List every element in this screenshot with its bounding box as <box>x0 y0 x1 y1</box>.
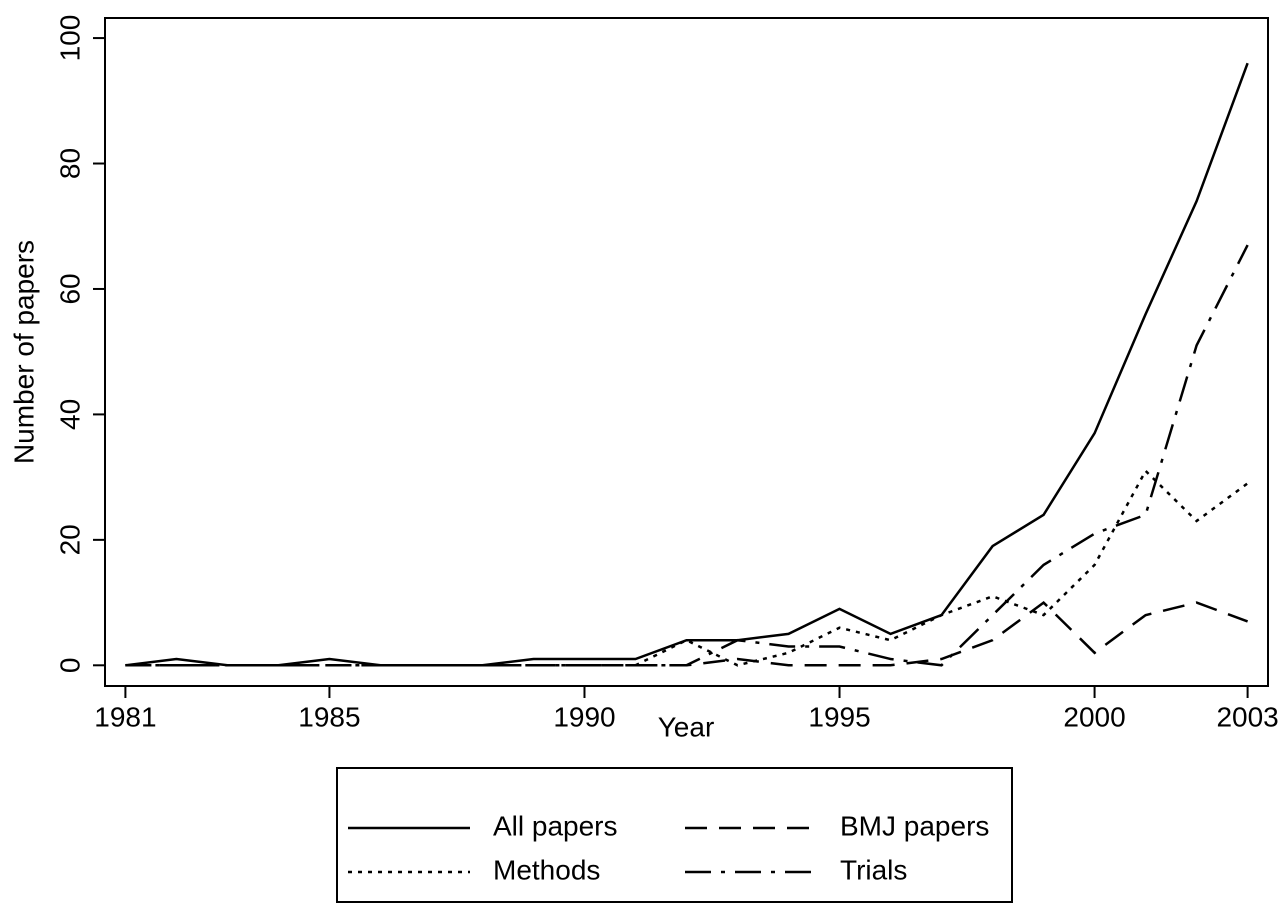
series-line <box>125 468 1249 667</box>
y-tick-label: 20 <box>54 524 85 555</box>
plot-frame <box>104 17 1269 687</box>
x-axis-label: Year <box>658 711 715 742</box>
legend-label: BMJ papers <box>840 810 989 841</box>
x-tick-label: 1985 <box>298 701 360 732</box>
series-line <box>125 244 1249 667</box>
series-line <box>125 62 1249 667</box>
x-tick-label: 1981 <box>94 701 156 732</box>
y-tick-label: 100 <box>54 15 85 62</box>
x-tick-label: 2003 <box>1216 701 1278 732</box>
legend-label: Trials <box>840 854 907 885</box>
legend-label: All papers <box>493 810 618 841</box>
x-tick-label: 1995 <box>808 701 870 732</box>
legend-label: Methods <box>493 854 600 885</box>
y-tick-label: 0 <box>54 658 85 674</box>
legend-box <box>336 767 1013 903</box>
y-tick-label: 40 <box>54 399 85 430</box>
x-tick-label: 2000 <box>1063 701 1125 732</box>
x-tick-label: 1990 <box>553 701 615 732</box>
series-line <box>125 600 1249 667</box>
y-tick-label: 80 <box>54 148 85 179</box>
y-tick-label: 60 <box>54 273 85 304</box>
y-axis-label: Number of papers <box>8 240 39 464</box>
